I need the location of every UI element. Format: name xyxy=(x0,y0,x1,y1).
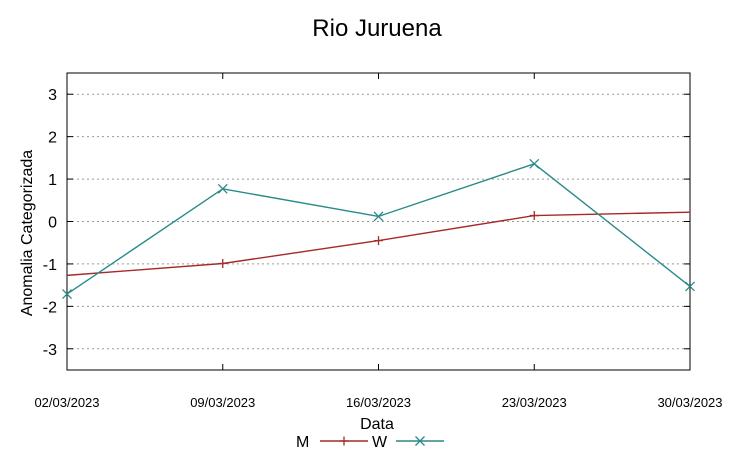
x-tick-label: 02/03/2023 xyxy=(34,395,99,410)
chart-title: Rio Juruena xyxy=(312,15,442,42)
legend-label: M xyxy=(296,434,309,451)
x-marker xyxy=(685,281,695,292)
x-tick-label: 23/03/2023 xyxy=(502,395,567,410)
y-tick-label: 1 xyxy=(48,172,57,189)
series-W xyxy=(62,158,695,300)
x-axis-label: Data xyxy=(360,416,394,433)
series-line xyxy=(66,163,691,295)
x-tick-label: 09/03/2023 xyxy=(190,395,255,410)
legend-label: W xyxy=(372,434,388,451)
x-marker xyxy=(373,211,384,222)
plus-marker xyxy=(218,259,228,269)
x-marker xyxy=(415,436,425,446)
plot-frame xyxy=(66,72,691,371)
x-marker xyxy=(62,289,72,300)
plus-marker xyxy=(374,236,383,246)
x-tick-label: 30/03/2023 xyxy=(657,395,722,410)
y-tick-label: 0 xyxy=(48,215,57,232)
x-tick-label: 16/03/2023 xyxy=(346,395,411,410)
x-marker xyxy=(217,183,228,194)
y-tick-label: -1 xyxy=(43,257,57,274)
series-M xyxy=(66,211,691,277)
y-tick-label: -2 xyxy=(43,299,57,316)
x-marker xyxy=(529,158,540,169)
y-tick-label: 2 xyxy=(48,130,57,147)
y-tick-label: 3 xyxy=(48,87,57,104)
y-tick-label: -3 xyxy=(43,342,57,359)
y-axis-label: Anomalia Categorizada xyxy=(19,150,36,316)
plus-marker xyxy=(529,211,539,221)
plus-marker xyxy=(339,436,349,446)
